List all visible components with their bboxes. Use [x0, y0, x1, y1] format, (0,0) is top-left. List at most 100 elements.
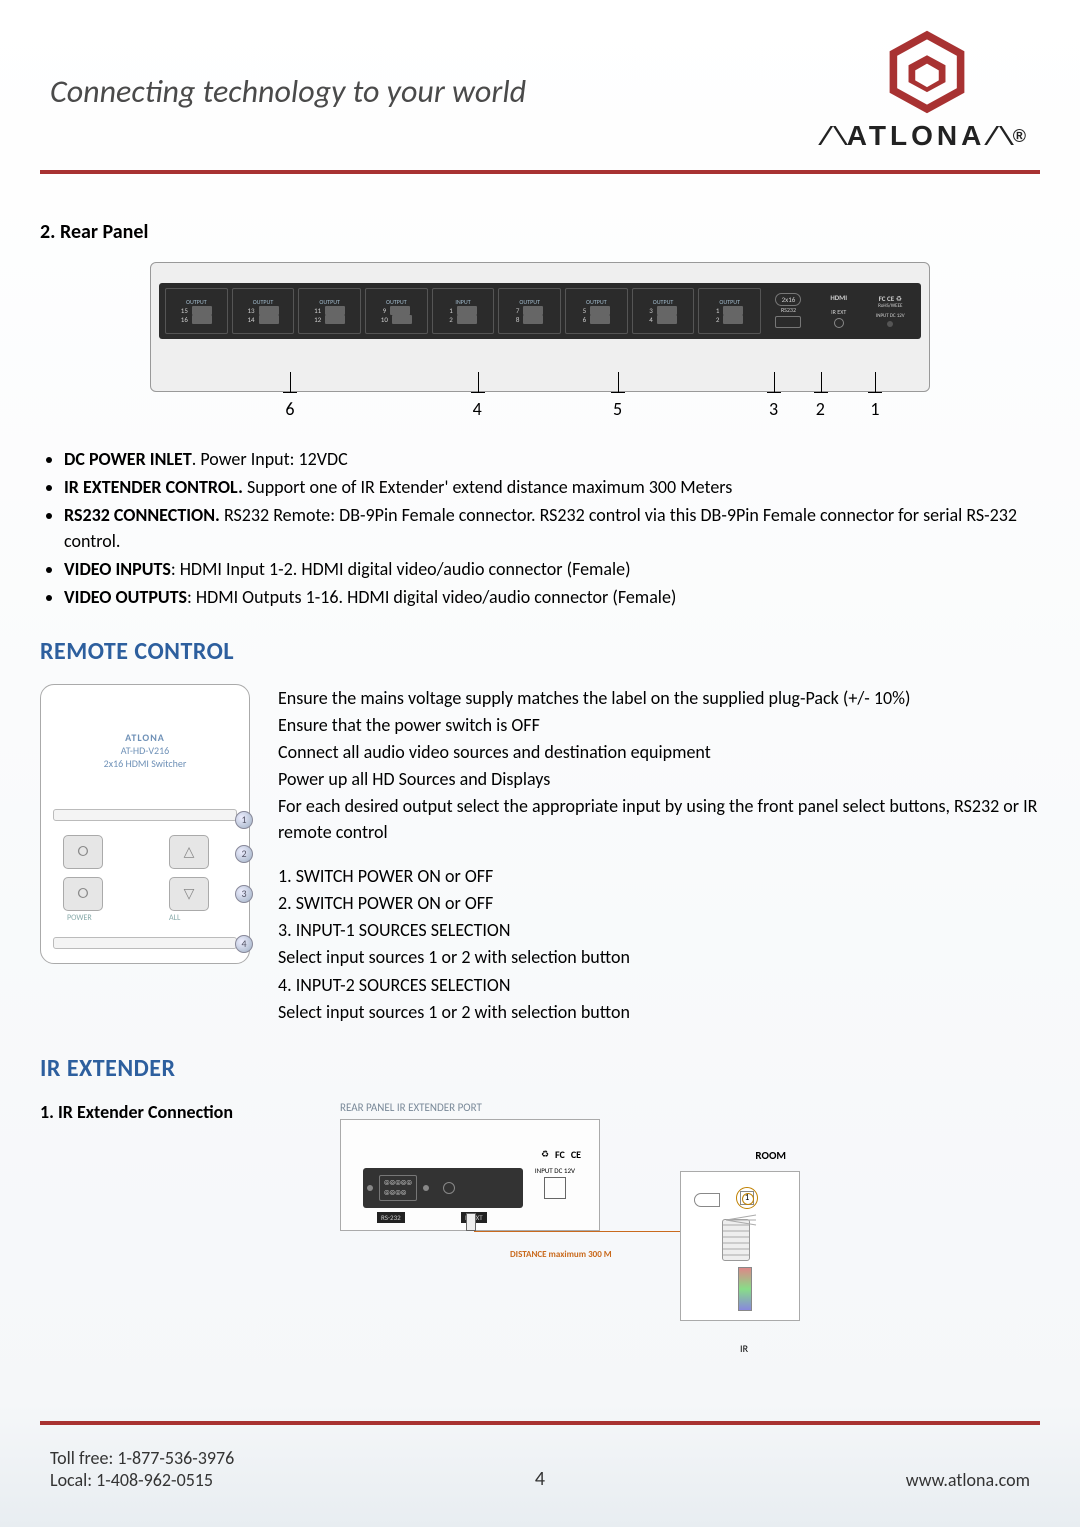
brand-slash-right2-icon: ⁄ — [1000, 120, 1009, 152]
callout-tick — [814, 392, 828, 393]
callout-line — [821, 372, 822, 392]
callout-tick — [471, 392, 485, 393]
port-group: OUTPUT12 — [698, 288, 761, 334]
port-group: OUTPUT1314 — [232, 288, 295, 334]
remote-btn-down[interactable]: ▽ — [169, 877, 209, 911]
callout-number: 6 — [285, 398, 294, 420]
ir-rays-icon — [726, 1213, 766, 1227]
rear-panel-callouts: 645321 — [150, 392, 930, 422]
callout-num: 4 — [241, 937, 246, 950]
feature-item: VIDEO INPUTS: HDMI Input 1-2. HDMI digit… — [64, 556, 1040, 582]
remote-model: AT-HD-V216 — [104, 744, 187, 757]
dc-input-label: INPUT DC 12V — [535, 1166, 575, 1175]
screw-icon — [423, 1185, 429, 1191]
remote-callout-4: 4 — [235, 935, 253, 953]
page-content: 2. Rear Panel OUTPUT1516OUTPUT1314OUTPUT… — [0, 174, 1080, 1371]
remote-intro-line: Connect all audio video sources and dest… — [278, 739, 1040, 765]
footer-phone-block: Toll free: 1-877-536-3976 Local: 1-408-9… — [50, 1447, 234, 1491]
remote-btn-up[interactable]: △ — [169, 835, 209, 869]
callout-tick — [283, 392, 297, 393]
logo-hex-icon — [885, 30, 969, 114]
brand-reg-icon: ® — [1013, 126, 1030, 147]
port-group: OUTPUT34 — [632, 288, 695, 334]
callout-number: 3 — [769, 398, 778, 420]
rear-panel-heading: 2. Rear Panel — [40, 220, 1040, 244]
remote-device-labels: ATLONA AT-HD-V216 2x16 HDMI Switcher — [104, 731, 187, 770]
port-group: OUTPUT1112 — [298, 288, 361, 334]
ce-mark: CE — [571, 1148, 581, 1161]
up-arrow-icon: △ — [184, 843, 195, 860]
feature-item: DC POWER INLET. Power Input: 12VDC — [64, 446, 1040, 472]
remote-callout-1: 1 — [235, 811, 253, 829]
remote-step-line: Select input sources 1 or 2 with selecti… — [278, 999, 1040, 1025]
remote-step-line: Select input sources 1 or 2 with selecti… — [278, 944, 1040, 970]
ir-heading: IR EXTENDER — [40, 1054, 1040, 1083]
callout-tick — [767, 392, 781, 393]
callout-number: 2 — [816, 398, 825, 420]
brand-slash-left-icon: ⁄ — [823, 120, 832, 152]
remote-brand: ATLONA — [104, 731, 187, 744]
local-label: Local: — [50, 1469, 96, 1491]
ir-receiver-icon — [694, 1193, 720, 1207]
remote-intro-line: Power up all HD Sources and Displays — [278, 766, 1040, 792]
callout-number: 5 — [613, 398, 622, 420]
ir-distance-line — [474, 1231, 688, 1232]
port-group: OUTPUT910 — [365, 288, 428, 334]
brand-logo: ⁄ ⁄ ATLONA ⁄ ⁄ ® — [823, 30, 1030, 152]
page-header: Connecting technology to your world ⁄ ⁄ … — [0, 0, 1080, 170]
ir-emitter-wand-icon — [738, 1267, 752, 1311]
remote-desc: 2x16 HDMI Switcher — [104, 757, 187, 770]
rear-panel-strip: OUTPUT1516OUTPUT1314OUTPUT1112OUTPUT910I… — [159, 283, 921, 339]
ir-diagram-title: REAR PANEL IR EXTENDER PORT — [340, 1101, 800, 1114]
remote-intro-line: Ensure that the power switch is OFF — [278, 712, 1040, 738]
port-group: OUTPUT56 — [565, 288, 628, 334]
remote-instructions: Ensure the mains voltage supply matches … — [278, 684, 1040, 1026]
remote-callout-3: 3 — [235, 885, 253, 903]
page-number: 4 — [535, 1467, 545, 1491]
ir-label: IR — [740, 1342, 748, 1355]
remote-device-illustration: ATLONA AT-HD-V216 2x16 HDMI Switcher ⭘ △… — [40, 684, 250, 964]
callout-num: 3 — [241, 887, 246, 900]
features-list: DC POWER INLET. Power Input: 12VDCIR EXT… — [40, 446, 1040, 611]
callout-line — [774, 372, 775, 392]
fc-mark: FC — [555, 1148, 565, 1161]
remote-step-line: 1. SWITCH POWER ON or OFF — [278, 863, 1040, 889]
rear-panel-device: OUTPUT1516OUTPUT1314OUTPUT1112OUTPUT910I… — [150, 262, 930, 392]
remote-btn-power2[interactable]: ⭘ — [63, 877, 103, 911]
power-icon: ⭘ — [77, 843, 88, 860]
remote-step-line: 4. INPUT-2 SOURCES SELECTION — [278, 972, 1040, 998]
ir-plug-icon — [466, 1213, 476, 1231]
footer-website: www.atlona.com — [906, 1469, 1030, 1491]
ir-sub-heading: 1. IR Extender Connection — [40, 1101, 300, 1123]
ir-target-icon — [736, 1187, 758, 1209]
remote-row-2: ⭘ ▽ — [63, 877, 209, 911]
callout-number: 4 — [473, 398, 482, 420]
remote-block: ATLONA AT-HD-V216 2x16 HDMI Switcher ⭘ △… — [40, 684, 1040, 1026]
port-group: OUTPUT78 — [498, 288, 561, 334]
remote-btn-power1[interactable]: ⭘ — [63, 835, 103, 869]
brand-name-text: ATLONA — [847, 120, 986, 152]
remote-intro-line: Ensure the mains voltage supply matches … — [278, 685, 1040, 711]
local-number: 1-408-962-0515 — [96, 1469, 213, 1491]
spacer — [278, 846, 1040, 862]
remote-divider-bar — [53, 809, 237, 821]
callout-line — [875, 372, 876, 392]
page-footer: Toll free: 1-877-536-3976 Local: 1-408-9… — [0, 1421, 1080, 1527]
remote-btn-sublabel-right: ALL — [169, 913, 180, 923]
remote-heading: REMOTE CONTROL — [40, 637, 1040, 666]
toll-free-label: Toll free: — [50, 1447, 117, 1469]
brand-slash-left2-icon: ⁄ — [834, 120, 843, 152]
callout-num: 1 — [241, 813, 246, 826]
down-arrow-icon: ▽ — [184, 885, 195, 902]
screw-icon — [367, 1185, 373, 1191]
callout-line — [290, 372, 291, 392]
callout-line — [618, 372, 619, 392]
ir-jack-icon — [443, 1182, 455, 1194]
ir-distance-label: DISTANCE maximum 300 M — [510, 1249, 612, 1260]
feature-item: IR EXTENDER CONTROL. Support one of IR E… — [64, 474, 1040, 500]
remote-btn-sublabel-left: POWER — [67, 913, 92, 923]
remote-intro-line: For each desired output select the appro… — [278, 793, 1040, 845]
feature-item: VIDEO OUTPUTS: HDMI Outputs 1-16. HDMI d… — [64, 584, 1040, 610]
callout-line — [478, 372, 479, 392]
port-group: OUTPUT1516 — [165, 288, 228, 334]
